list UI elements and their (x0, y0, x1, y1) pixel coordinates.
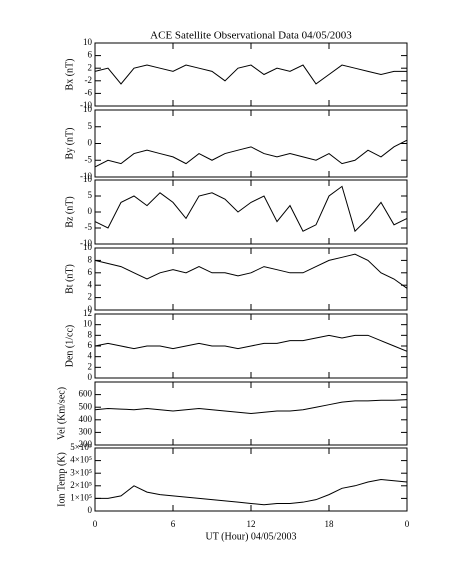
y-tick-label: 8 (88, 254, 93, 264)
y-tick-label: -10 (80, 171, 92, 181)
panel-frame (94, 109, 408, 178)
y-tick-label: -5 (85, 222, 93, 232)
y-tick-label: 0 (88, 206, 93, 216)
panel-frame (94, 447, 408, 512)
data-line (94, 334, 408, 352)
y-axis-label: Den (1/cc) (64, 325, 75, 367)
y-tick-label: 2×10⁵ (70, 480, 92, 490)
y-tick-label: 8 (88, 329, 93, 339)
y-tick-label: 12 (83, 308, 92, 318)
data-line (94, 185, 408, 233)
y-tick-label: 200 (79, 439, 93, 449)
y-tick-label: 0 (88, 505, 93, 515)
x-axis-label: UT (Hour) 04/05/2003 (206, 531, 297, 542)
chart-title: ACE Satellite Observational Data 04/05/2… (150, 30, 352, 42)
panel-frame (94, 247, 408, 311)
y-axis-label: Bz (nT) (64, 196, 75, 227)
data-line (94, 139, 408, 168)
y-tick-label: 1×10⁵ (70, 492, 92, 502)
data-line (94, 399, 408, 415)
y-tick-label: 0 (88, 304, 93, 314)
y-tick-label: 10 (83, 37, 93, 47)
panel-frame (94, 42, 408, 107)
y-axis-label: By (nT) (64, 128, 75, 160)
y-tick-label: 6 (88, 340, 93, 350)
x-tick-label: 18 (325, 519, 335, 529)
x-tick-label: 0 (93, 519, 98, 529)
y-tick-label: 0 (88, 372, 93, 382)
y-tick-label: -6 (85, 87, 93, 97)
y-tick-label: 400 (79, 414, 93, 424)
data-line (95, 478, 408, 506)
y-tick-label: -10 (80, 100, 92, 110)
y-tick-label: 10 (83, 242, 93, 252)
y-tick-label: 2 (88, 361, 93, 371)
y-tick-label: 2 (88, 62, 93, 72)
x-tick-label: 12 (247, 519, 256, 529)
data-line (94, 253, 408, 289)
y-tick-label: 300 (79, 426, 93, 436)
x-tick-label: 6 (171, 519, 176, 529)
y-tick-label: 5 (88, 121, 93, 131)
y-axis-label: Bx (nT) (64, 59, 75, 91)
y-tick-label: -5 (85, 154, 93, 164)
y-tick-label: 6 (88, 267, 93, 277)
x-tick-label: 0 (405, 519, 410, 529)
y-tick-label: 4 (88, 279, 93, 289)
y-tick-label: 10 (83, 104, 93, 114)
panel-frame (94, 179, 408, 245)
y-tick-label: 4 (88, 351, 93, 361)
y-tick-label: 0 (88, 138, 93, 148)
y-tick-label: 5 (88, 190, 93, 200)
data-line (94, 64, 407, 85)
y-tick-label: 4×10⁵ (70, 455, 92, 465)
y-tick-label: 2 (88, 292, 93, 302)
y-tick-label: 6 (88, 50, 93, 60)
y-tick-label: 5×10⁵ (70, 442, 92, 452)
y-tick-label: 10 (83, 174, 93, 184)
y-axis-label: Bt (nT) (64, 264, 75, 294)
y-tick-label: 10 (83, 319, 93, 329)
y-tick-label: 600 (79, 389, 93, 399)
y-axis-label: Vel (Km/sec) (56, 387, 67, 440)
y-tick-label: 500 (79, 401, 93, 411)
y-tick-label: -10 (80, 238, 92, 248)
y-tick-label: -2 (85, 75, 93, 85)
y-axis-label: Ion Temp (K) (56, 452, 67, 507)
y-tick-label: 3×10⁵ (70, 467, 92, 477)
